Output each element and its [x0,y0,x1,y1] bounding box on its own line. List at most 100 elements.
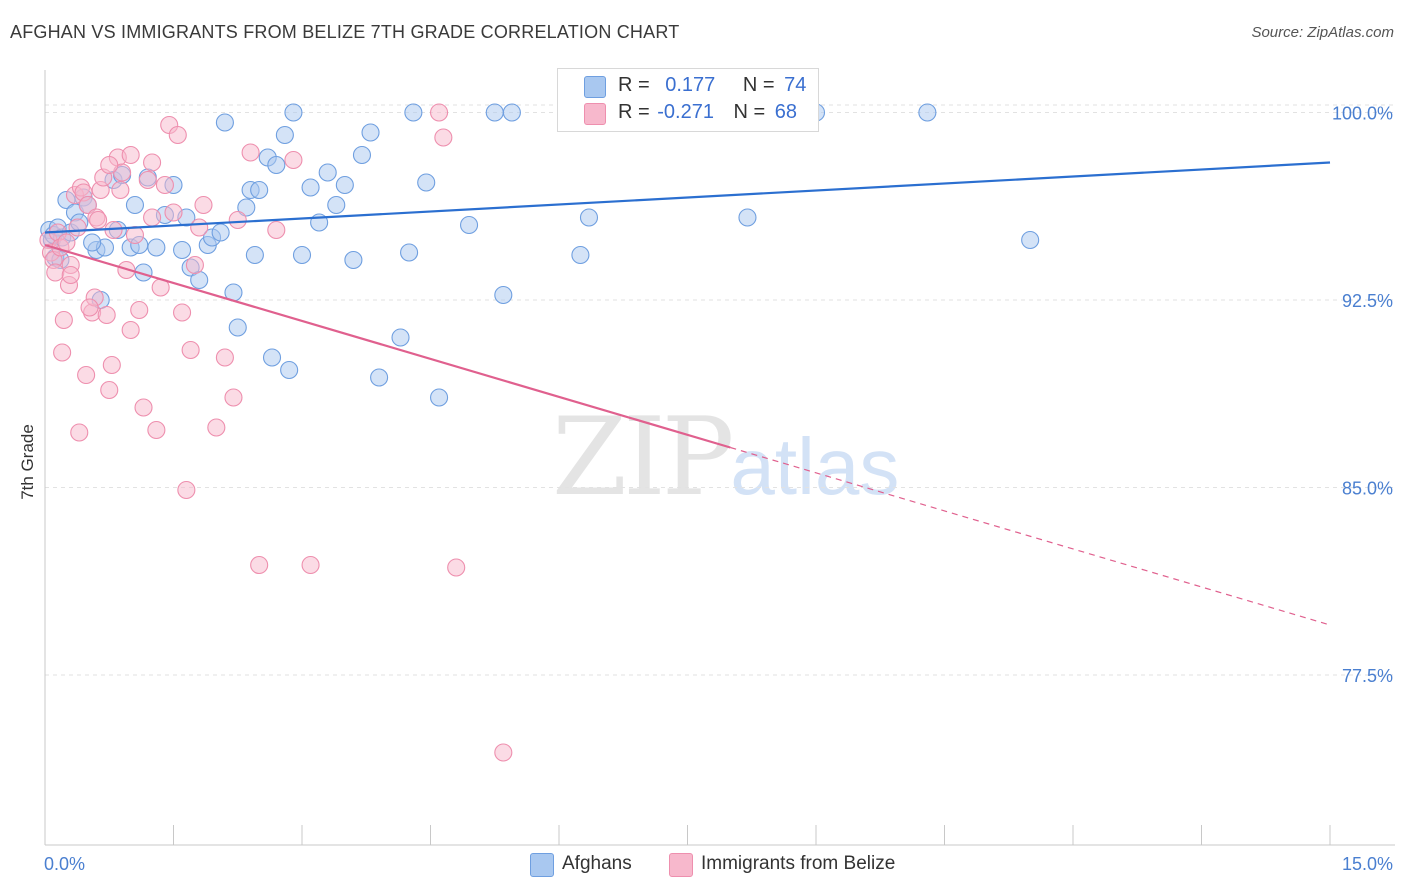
correlation-legend: R = 0.177 N = 74 R = -0.271 N = 68 [557,68,819,132]
belize-point [224,388,243,407]
belize-point [97,305,116,325]
belize-point [138,170,157,190]
belize-point [100,380,119,400]
belize-point [494,743,513,762]
belize-point [241,143,260,162]
watermark: ZIPatlas [552,395,899,520]
afghans-point [318,163,337,182]
afghans-point [459,215,479,235]
x-tick-label: 0.0% [44,854,85,874]
legend-r-label: R = [618,101,650,123]
series-afghans [40,103,1040,407]
y-tick-label: 77.5% [1342,666,1393,686]
afghans-point [918,103,937,122]
afghans-point [211,223,230,242]
y-tick-labels: 100.0% 92.5% 85.0% 77.5% [1332,104,1393,687]
belize-point [207,418,226,437]
belize-point [284,150,303,170]
belize-point [77,365,96,385]
afghans-point [738,208,757,227]
afghans-point [1021,230,1040,250]
belize-point [194,195,213,215]
bottom-legend-swatch-afghans [530,853,554,877]
afghans-point [250,180,269,200]
afghans-point [275,125,294,145]
trend-lines [44,161,1331,626]
afghans-point [262,348,282,367]
belize-trend-line-extrapolated [730,446,1331,626]
afghans-point [430,388,449,407]
afghans-point [245,245,264,265]
belize-point [164,203,183,222]
afghans-point [173,240,192,260]
y-tick-label: 92.5% [1342,291,1393,311]
belize-trend-line [44,243,731,449]
afghans-point [400,243,419,262]
belize-point [155,175,174,195]
belize-point [185,255,204,275]
belize-point [121,145,140,165]
belize-point [447,558,466,577]
afghans-point [147,238,166,257]
afghans-point [391,328,410,347]
afghans-point [485,103,504,122]
belize-point [78,195,97,215]
afghans-point [215,113,234,132]
afghans-point [228,318,247,337]
watermark-zip: ZIP [552,395,734,520]
afghans-point [417,173,436,192]
afghans-point [301,178,320,197]
belize-point [46,263,65,282]
afghans-point [352,145,372,165]
belize-point [121,320,140,340]
afghans-trend-line [44,161,1331,234]
belize-point [143,208,162,227]
afghans-point [83,233,102,252]
afghans-point [502,103,521,122]
chart-source: Source: ZipAtlas.com [1251,24,1394,41]
bottom-legend-label-afghans: Afghans [562,853,632,874]
belize-point [80,298,99,317]
data-points [39,103,1040,762]
legend-n-label: N = [733,101,766,123]
afghans-point [579,208,599,227]
legend-r-value: -0.271 [657,101,714,123]
afghans-point [284,103,303,122]
afghans-point [125,195,144,215]
belize-point [100,155,119,175]
belize-point [173,303,192,322]
legend-r-label: R = [618,74,650,96]
belize-point [102,355,121,375]
belize-point [130,300,149,320]
belize-point [430,103,449,122]
belize-point [53,343,72,362]
afghans-point [571,245,590,265]
belize-point [181,340,200,360]
legend-r-value: 0.177 [665,74,716,96]
belize-point [250,555,269,575]
belize-point [89,210,108,230]
belize-point [61,265,80,285]
belize-point [147,420,166,440]
belize-point [434,128,453,147]
series-belize [39,103,513,762]
legend-n-value: 74 [784,74,807,96]
chart-title: AFGHAN VS IMMIGRANTS FROM BELIZE 7TH GRA… [10,22,680,42]
belize-point [143,153,162,172]
afghans-point [494,285,513,305]
afghans-point [361,123,380,142]
belize-point [68,218,87,237]
afghans-point [344,250,363,270]
afghans-point [327,195,346,215]
afghans-point [370,368,389,387]
belize-point [301,555,320,575]
legend-swatch-belize [584,103,606,125]
afghans-point [404,103,423,122]
belize-point [54,310,73,330]
afghans-point [190,270,209,290]
belize-point [111,180,130,200]
belize-point [190,218,209,237]
afghans-point [335,175,354,195]
belize-point [168,125,187,145]
